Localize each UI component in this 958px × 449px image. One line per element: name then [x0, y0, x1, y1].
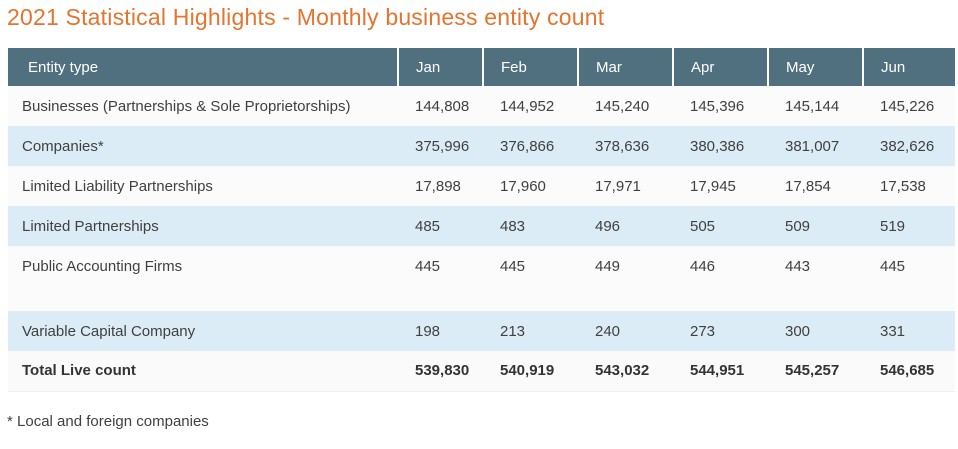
- table-body: Businesses (Partnerships & Sole Propriet…: [8, 86, 955, 391]
- value-cell: 144,808: [398, 86, 483, 126]
- value-cell: [578, 286, 673, 311]
- entity-type-cell: Limited Liability Partnerships: [8, 166, 398, 206]
- value-cell: 539,830: [398, 351, 483, 391]
- column-header-mar: Mar: [577, 48, 673, 86]
- value-cell: 198: [398, 311, 483, 351]
- value-cell: 449: [578, 246, 673, 286]
- header-row: Entity type Jan Feb Mar Apr May Jun: [8, 48, 955, 86]
- column-header-jun: Jun: [862, 48, 955, 86]
- table-row-businesses: Businesses (Partnerships & Sole Propriet…: [8, 86, 955, 126]
- entity-type-cell: Companies*: [8, 126, 398, 166]
- value-cell: 273: [673, 311, 768, 351]
- value-cell: 376,866: [483, 126, 578, 166]
- value-cell: 17,971: [578, 166, 673, 206]
- value-cell: [768, 286, 863, 311]
- entity-type-cell: Businesses (Partnerships & Sole Propriet…: [8, 86, 398, 126]
- entity-type-cell: [8, 286, 398, 311]
- value-cell: 213: [483, 311, 578, 351]
- column-header-feb: Feb: [482, 48, 578, 86]
- value-cell: 544,951: [673, 351, 768, 391]
- value-cell: 17,854: [768, 166, 863, 206]
- column-header-may: May: [767, 48, 863, 86]
- value-cell: 145,226: [863, 86, 955, 126]
- value-cell: 519: [863, 206, 955, 246]
- entity-type-cell: Variable Capital Company: [8, 311, 398, 351]
- entity-type-cell: Total Live count: [8, 351, 398, 391]
- table-row-spacer: [8, 286, 955, 311]
- table-row-llp: Limited Liability Partnerships 17,898 17…: [8, 166, 955, 206]
- entity-type-cell: Public Accounting Firms: [8, 246, 398, 286]
- value-cell: 331: [863, 311, 955, 351]
- value-cell: 509: [768, 206, 863, 246]
- value-cell: 17,898: [398, 166, 483, 206]
- value-cell: 17,960: [483, 166, 578, 206]
- value-cell: [673, 286, 768, 311]
- value-cell: 546,685: [863, 351, 955, 391]
- value-cell: 445: [863, 246, 955, 286]
- table-header: Entity type Jan Feb Mar Apr May Jun: [8, 48, 955, 86]
- value-cell: 445: [398, 246, 483, 286]
- value-cell: 144,952: [483, 86, 578, 126]
- value-cell: 545,257: [768, 351, 863, 391]
- column-header-jan: Jan: [397, 48, 483, 86]
- table-row-paf: Public Accounting Firms 445 445 449 446 …: [8, 246, 955, 286]
- entity-type-cell: Limited Partnerships: [8, 206, 398, 246]
- footnote: * Local and foreign companies: [7, 412, 209, 430]
- value-cell: 381,007: [768, 126, 863, 166]
- column-header-entity-type: Entity type: [8, 48, 398, 86]
- table-row-companies: Companies* 375,996 376,866 378,636 380,3…: [8, 126, 955, 166]
- value-cell: [483, 286, 578, 311]
- value-cell: 375,996: [398, 126, 483, 166]
- value-cell: 145,240: [578, 86, 673, 126]
- value-cell: 505: [673, 206, 768, 246]
- value-cell: [398, 286, 483, 311]
- column-header-apr: Apr: [672, 48, 768, 86]
- value-cell: [863, 286, 955, 311]
- value-cell: 443: [768, 246, 863, 286]
- table-row-vcc: Variable Capital Company 198 213 240 273…: [8, 311, 955, 351]
- value-cell: 145,144: [768, 86, 863, 126]
- value-cell: 17,538: [863, 166, 955, 206]
- value-cell: 445: [483, 246, 578, 286]
- table-row-lp: Limited Partnerships 485 483 496 505 509…: [8, 206, 955, 246]
- value-cell: 485: [398, 206, 483, 246]
- value-cell: 17,945: [673, 166, 768, 206]
- value-cell: 380,386: [673, 126, 768, 166]
- page-title: 2021 Statistical Highlights - Monthly bu…: [7, 4, 605, 30]
- value-cell: 145,396: [673, 86, 768, 126]
- value-cell: 483: [483, 206, 578, 246]
- entity-count-table: Entity type Jan Feb Mar Apr May Jun Busi…: [8, 48, 955, 392]
- value-cell: 543,032: [578, 351, 673, 391]
- value-cell: 240: [578, 311, 673, 351]
- value-cell: 382,626: [863, 126, 955, 166]
- value-cell: 378,636: [578, 126, 673, 166]
- value-cell: 300: [768, 311, 863, 351]
- value-cell: 496: [578, 206, 673, 246]
- value-cell: 540,919: [483, 351, 578, 391]
- table-row-total-live-count: Total Live count 539,830 540,919 543,032…: [8, 351, 955, 391]
- value-cell: 446: [673, 246, 768, 286]
